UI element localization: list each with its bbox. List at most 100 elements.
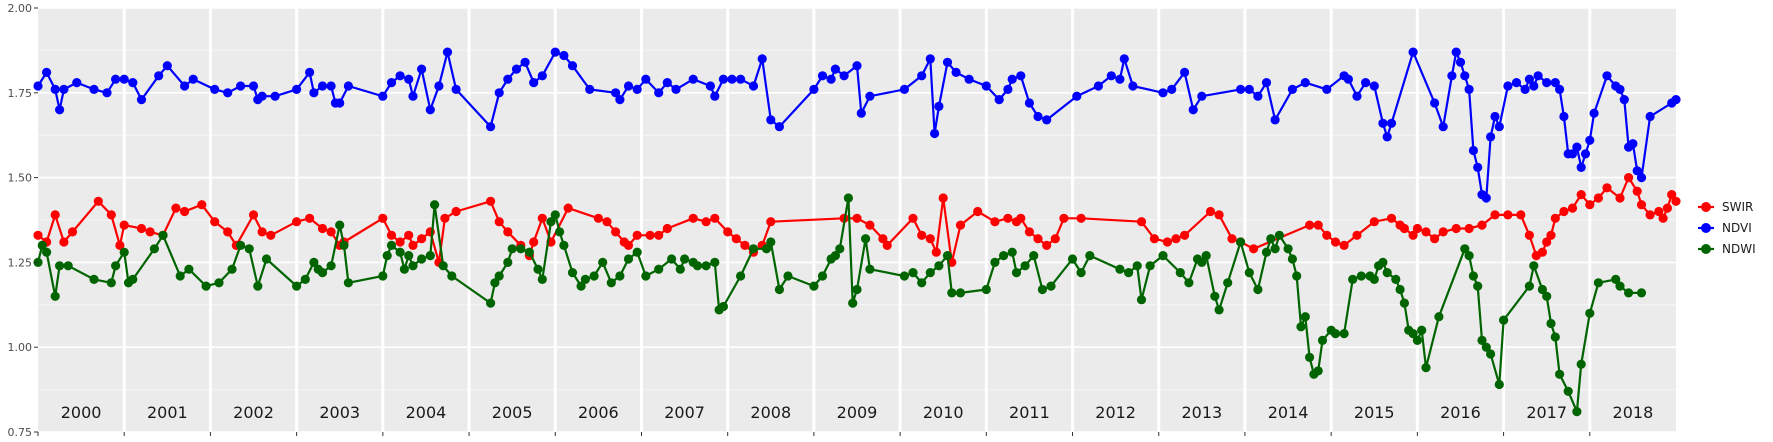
data-point [1378, 257, 1388, 267]
y-tick-label: 0.75 [8, 426, 33, 439]
data-point [1042, 115, 1052, 125]
legend-label: NDWI [1722, 242, 1756, 256]
data-point [533, 264, 543, 274]
year-label: 2001 [147, 403, 188, 422]
data-point [1399, 223, 1409, 234]
data-point [378, 213, 388, 223]
data-point [227, 264, 237, 274]
data-point [1524, 230, 1534, 240]
data-point [1003, 213, 1013, 223]
y-tick-label: 1.25 [8, 256, 33, 269]
data-point [615, 95, 625, 105]
data-point [550, 210, 560, 220]
data-point [1671, 95, 1681, 105]
data-point [1317, 335, 1328, 345]
data-point [947, 288, 957, 298]
data-point [408, 91, 418, 101]
data-point [537, 274, 547, 284]
data-point [434, 81, 444, 91]
data-point [33, 230, 43, 240]
data-point [1593, 193, 1603, 203]
data-point [447, 271, 457, 281]
data-point [809, 281, 819, 291]
data-point [214, 278, 224, 288]
data-point [257, 227, 267, 237]
data-point [1205, 206, 1216, 217]
data-point [1585, 308, 1595, 318]
data-point [425, 105, 435, 115]
data-point [486, 298, 496, 308]
data-point [1197, 257, 1207, 267]
data-point [119, 74, 129, 84]
data-point [1115, 74, 1125, 84]
data-point [632, 247, 642, 257]
data-point [964, 74, 974, 84]
data-point [667, 254, 677, 264]
data-point [404, 251, 414, 261]
data-point [1529, 81, 1539, 91]
data-point [451, 206, 461, 217]
data-point [188, 74, 198, 84]
data-point [766, 115, 776, 125]
data-point [292, 84, 302, 94]
year-label: 2014 [1268, 403, 1309, 422]
legend: SWIR NDVI NDWI [1698, 200, 1756, 256]
data-point [386, 78, 397, 88]
data-point [1490, 210, 1500, 220]
data-point [430, 200, 440, 210]
data-point [1378, 118, 1388, 128]
data-point [395, 71, 405, 81]
y-tick-label: 1.00 [8, 341, 33, 354]
data-point [723, 227, 733, 237]
data-point [1503, 81, 1513, 91]
data-point [692, 261, 703, 271]
data-point [1244, 84, 1254, 94]
data-point [317, 223, 328, 234]
data-point [710, 91, 720, 101]
data-point [516, 244, 526, 254]
data-point [300, 274, 310, 284]
data-point [210, 217, 220, 227]
data-point [1447, 71, 1457, 81]
data-point [611, 88, 621, 98]
data-point [72, 78, 82, 88]
data-point [882, 240, 892, 250]
data-point [1261, 247, 1272, 257]
data-point [718, 301, 729, 312]
data-point [494, 217, 504, 227]
data-point [602, 217, 612, 227]
year-labels: 2000 2001 2002 2003 2004 2005 2006 2007 2008 2009… [61, 403, 1654, 422]
data-point [705, 81, 716, 91]
data-point [1348, 274, 1358, 284]
data-point [1481, 342, 1491, 352]
year-label: 2005 [492, 403, 533, 422]
data-point [981, 81, 991, 91]
data-point [1451, 47, 1461, 57]
data-point [1395, 284, 1405, 295]
data-point [748, 81, 759, 91]
data-point [662, 78, 672, 88]
data-point [925, 268, 935, 278]
data-point [537, 71, 547, 81]
data-point [1537, 247, 1547, 257]
data-point [1149, 234, 1159, 244]
data-point [1567, 203, 1578, 213]
data-point [1645, 111, 1655, 122]
data-point [1576, 359, 1586, 369]
data-point [339, 240, 349, 250]
data-point [223, 88, 233, 98]
data-point [1399, 298, 1409, 308]
data-point [1016, 71, 1026, 81]
data-point [580, 274, 591, 284]
data-point [529, 237, 539, 247]
data-point [89, 84, 99, 94]
data-point [1322, 230, 1332, 240]
data-point [335, 98, 345, 108]
data-point [1188, 105, 1198, 115]
data-point [856, 108, 866, 118]
data-point [1093, 81, 1103, 91]
data-point [210, 84, 220, 94]
data-point [731, 234, 741, 244]
data-point [93, 196, 103, 206]
data-point [1628, 139, 1638, 149]
